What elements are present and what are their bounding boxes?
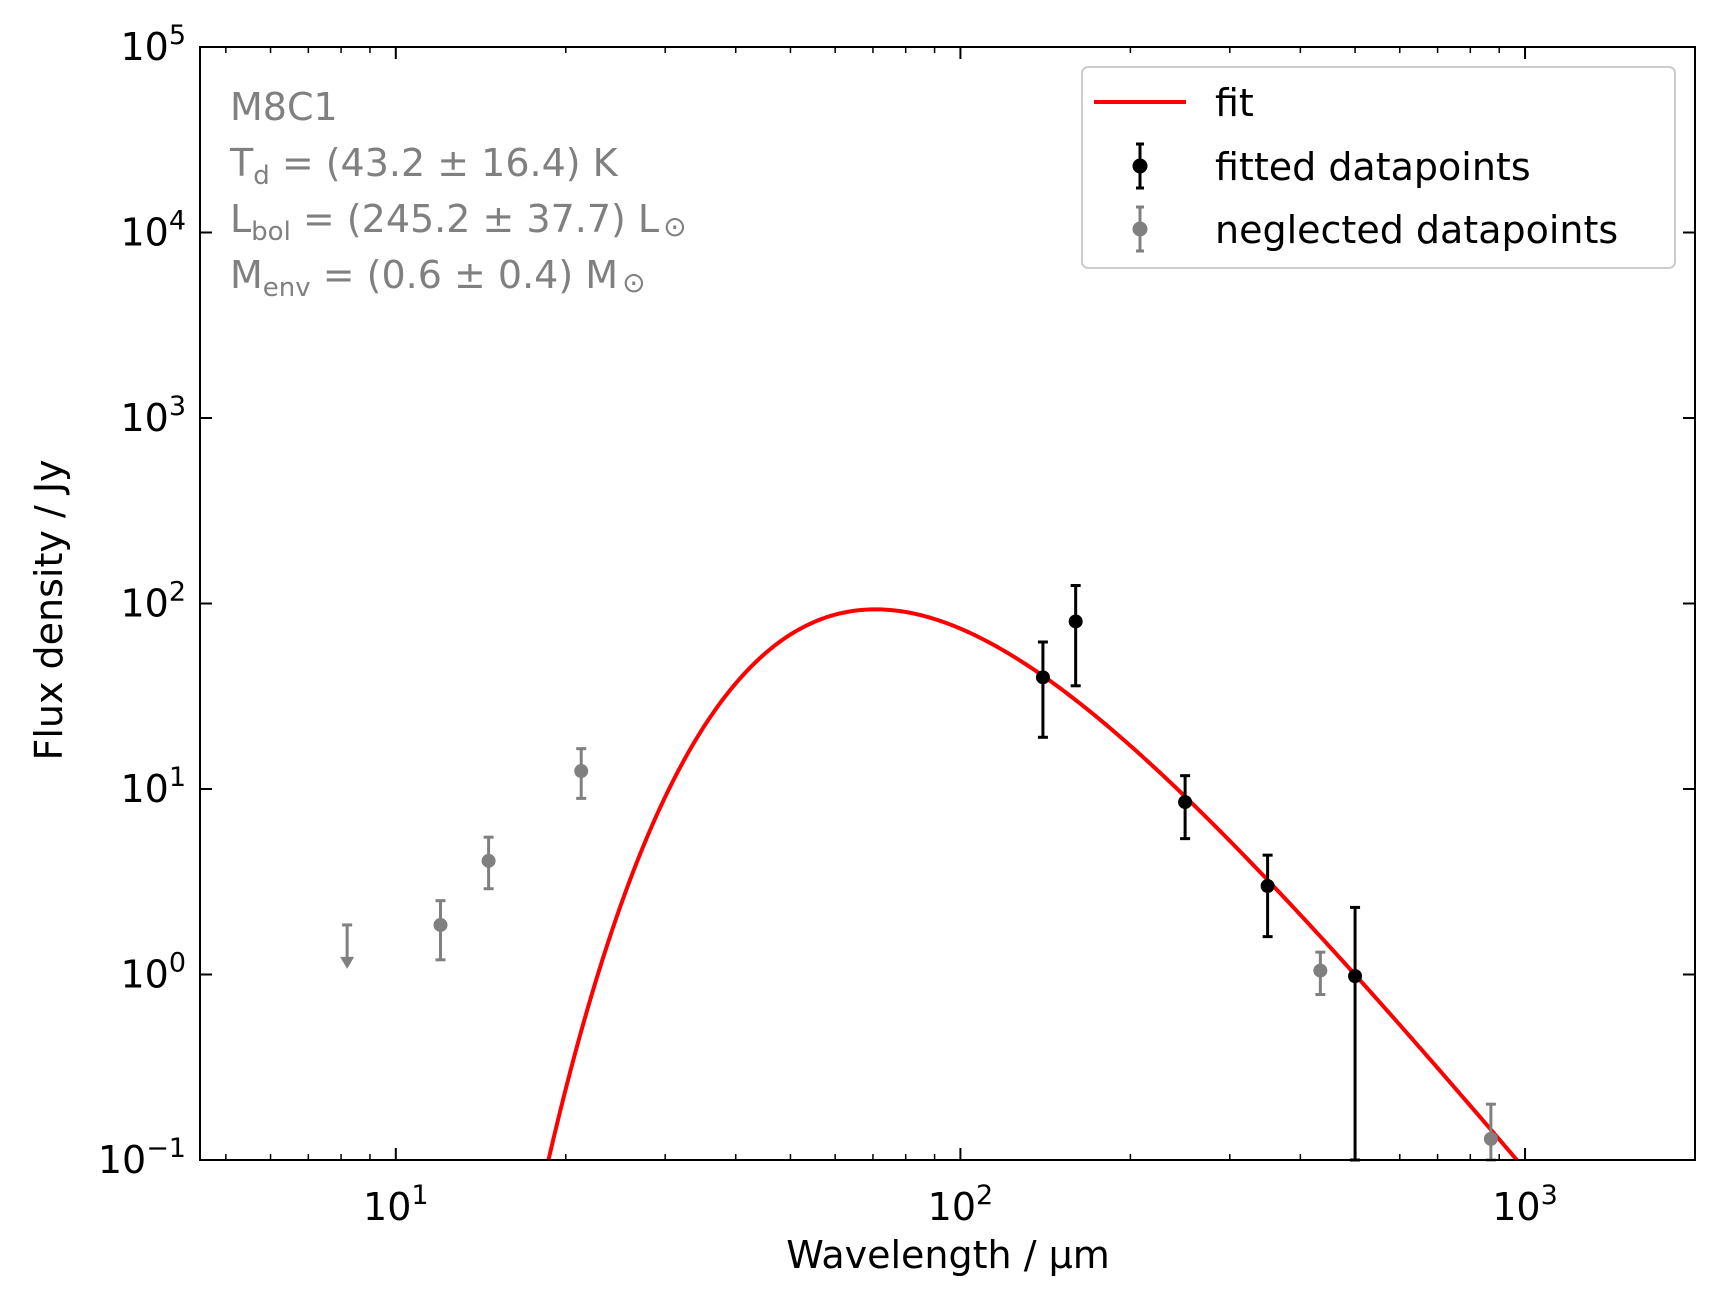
data-point (481, 853, 496, 868)
y-tick-label: 101 (120, 762, 186, 811)
y-tick-label: 10−1 (98, 1133, 186, 1182)
data-point (1260, 878, 1275, 893)
data-point (1178, 795, 1193, 810)
legend-fit-label: fit (1215, 81, 1254, 125)
plot-frame (199, 46, 1696, 1161)
x-tick-labels: 101 102 103 (363, 1180, 1558, 1229)
legend-neglected-swatch (1132, 205, 1148, 253)
data-point (1313, 963, 1328, 978)
annotation-source: M8C1 (230, 85, 338, 129)
x-axis-label: Wavelength / μm (786, 1233, 1110, 1277)
data-point (1068, 614, 1083, 629)
data-point (1483, 1131, 1498, 1146)
y-tick-label: 103 (120, 391, 186, 440)
y-tick-label: 104 (120, 206, 186, 255)
x-tick-label: 101 (363, 1180, 429, 1229)
data-point (574, 764, 589, 779)
y-tick-labels: 10−1 100 101 102 103 104 105 (98, 20, 186, 1182)
major-ticks (200, 46, 1695, 1161)
neglected-datapoints-group (340, 747, 1498, 1162)
x-tick-label: 102 (928, 1180, 994, 1229)
legend-neglected-label: neglected datapoints (1215, 208, 1618, 252)
annotation-luminosity: Lbol = (245.2 ± 37.7) L ⊙ (230, 197, 687, 247)
y-tick-label: 102 (120, 577, 186, 626)
annotation-temperature: Td = (43.2 ± 16.4) K (229, 141, 619, 191)
data-point (433, 917, 448, 932)
datapoints-layer (340, 584, 1498, 1162)
y-tick-label: 105 (120, 20, 186, 69)
upper-limit-arrow (340, 956, 355, 969)
legend-fitted-label: fitted datapoints (1215, 145, 1531, 189)
legend-fitted-swatch (1132, 142, 1148, 190)
fit-annotation: M8C1 Td = (43.2 ± 16.4) K Lbol = (245.2 … (229, 85, 687, 303)
legend: fit fitted datapoints neglected datapoin… (1081, 66, 1676, 269)
legend-box (1081, 66, 1676, 269)
y-axis-label: Flux density / Jy (27, 459, 71, 760)
x-tick-label: 103 (1492, 1180, 1558, 1229)
data-point (1035, 670, 1050, 685)
fitted-datapoints-group (1035, 584, 1363, 1162)
y-tick-label: 100 (120, 948, 186, 997)
data-point (1348, 969, 1363, 984)
annotation-envelope-mass: Menv = (0.6 ± 0.4) M ⊙ (230, 253, 646, 303)
